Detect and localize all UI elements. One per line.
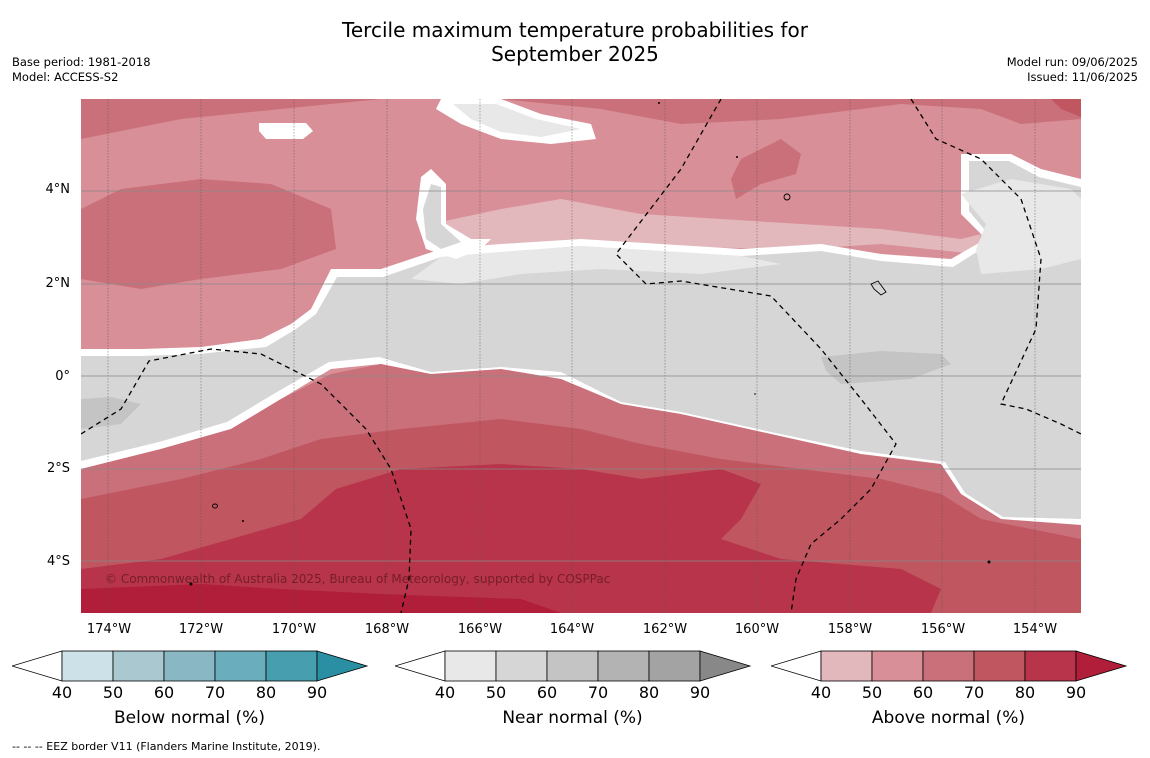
- cbar-above-tick-90: 90: [1065, 683, 1087, 702]
- lon-label-174w: 174°W: [86, 622, 132, 637]
- island-dots: [189, 102, 991, 586]
- region-above-70-ne: [1051, 99, 1081, 117]
- cbar-below-arrow-high: [316, 650, 369, 682]
- cbar-above-tick-40: 40: [810, 683, 832, 702]
- lon-label-170w: 170°W: [271, 622, 317, 637]
- base-period: Base period: 1981-2018: [12, 55, 151, 69]
- colorbar-above-normal: [769, 650, 1131, 686]
- cbar-near-tick-80: 80: [638, 683, 660, 702]
- map-canvas: [81, 99, 1081, 613]
- region-above-60-west: [81, 179, 336, 289]
- cbar-near-tick-60: 60: [536, 683, 558, 702]
- lon-label-160w: 160°W: [734, 622, 780, 637]
- lat-label-4n: 4°N: [45, 182, 71, 197]
- lon-label-162w: 162°W: [642, 622, 688, 637]
- eez-borders: [81, 99, 1081, 613]
- region-near-north-patch: [423, 184, 461, 249]
- cbar-near-swatch-2: [495, 650, 548, 682]
- cbar-below-tick-70: 70: [204, 683, 226, 702]
- meta-right: Model run: 09/06/2025 Issued: 11/06/2025: [1007, 55, 1138, 85]
- cbar-near-arrow-high: [699, 650, 752, 682]
- colorbar-below-normal: [10, 650, 372, 686]
- cbar-below-tick-40: 40: [51, 683, 73, 702]
- cbar-above-arrow-low: [769, 650, 822, 682]
- cbar-below-swatch-1: [61, 650, 114, 682]
- probability-map: © Commonwealth of Australia 2025, Bureau…: [81, 99, 1081, 613]
- cbar-below-title: Below normal (%): [114, 708, 265, 728]
- cbar-near-swatch-3: [546, 650, 599, 682]
- cbar-below-tick-90: 90: [306, 683, 328, 702]
- region-near-50: [81, 161, 1081, 519]
- cbar-near-tick-70: 70: [587, 683, 609, 702]
- eez-footnote: -- -- -- EEZ border V11 (Flanders Marine…: [12, 740, 321, 753]
- model-run: Model run: 09/06/2025: [1006, 55, 1138, 69]
- cbar-below-swatch-3: [163, 650, 216, 682]
- lon-label-158w: 158°W: [827, 622, 873, 637]
- lat-label-0: 0°: [55, 369, 70, 384]
- cbar-above-swatch-5: [1024, 650, 1077, 682]
- cbar-above-title: Above normal (%): [871, 708, 1026, 728]
- region-above-80-south: [81, 464, 941, 613]
- cbar-near-tick-50: 50: [485, 683, 507, 702]
- lat-label-4s: 4°S: [46, 554, 70, 569]
- region-near-40-east: [961, 179, 1081, 274]
- cbar-above-swatch-3: [922, 650, 975, 682]
- cbar-above-tick-80: 80: [1014, 683, 1036, 702]
- islands: [212, 193, 887, 509]
- cbar-below-tick-80: 80: [255, 683, 277, 702]
- cbar-near-swatch-5: [648, 650, 701, 682]
- lat-label-2s: 2°S: [46, 461, 70, 476]
- cbar-near-arrow-low: [393, 650, 446, 682]
- title-line-1: Tercile maximum temperature probabilitie…: [342, 18, 808, 42]
- cbar-below-swatch-4: [214, 650, 267, 682]
- cbar-near-swatch-1: [444, 650, 497, 682]
- cbar-near-title: Near normal (%): [502, 708, 643, 728]
- lat-label-2n: 2°N: [45, 276, 71, 291]
- issued-date: Issued: 11/06/2025: [1027, 70, 1138, 84]
- region-above-60-north: [81, 99, 1081, 139]
- cbar-near-tick-90: 90: [689, 683, 711, 702]
- meta-left: Base period: 1981-2018 Model: ACCESS-S2: [12, 55, 151, 85]
- cbar-below-swatch-5: [265, 650, 318, 682]
- lon-label-168w: 168°W: [364, 622, 410, 637]
- lon-label-164w: 164°W: [549, 622, 595, 637]
- map-title: Tercile maximum temperature probabilitie…: [0, 18, 1150, 66]
- colorbar-below-normal-swatches: [10, 650, 369, 682]
- cbar-above-arrow-high: [1075, 650, 1128, 682]
- region-near-60-west: [81, 397, 141, 429]
- cbar-above-swatch-4: [973, 650, 1026, 682]
- region-near-top-patch: [453, 104, 581, 137]
- region-near-40-north: [411, 246, 781, 284]
- model-name: Model: ACCESS-S2: [12, 70, 119, 84]
- cbar-below-swatch-2: [112, 650, 165, 682]
- latitude-lines: [81, 190, 1081, 562]
- lon-label-156w: 156°W: [920, 622, 966, 637]
- cbar-near-swatch-4: [597, 650, 650, 682]
- cbar-above-swatch-2: [871, 650, 924, 682]
- cbar-below-tick-60: 60: [153, 683, 175, 702]
- cbar-near-tick-40: 40: [434, 683, 456, 702]
- cbar-below-tick-50: 50: [102, 683, 124, 702]
- title-line-2: September 2025: [491, 42, 659, 66]
- copyright-text: © Commonwealth of Australia 2025, Bureau…: [105, 572, 611, 586]
- lon-label-154w: 154°W: [1012, 622, 1058, 637]
- colorbar-above-normal-swatches: [769, 650, 1128, 682]
- colorbar-near-normal: [393, 650, 755, 686]
- lon-label-166w: 166°W: [457, 622, 503, 637]
- lon-label-172w: 172°W: [178, 622, 224, 637]
- cbar-above-tick-50: 50: [861, 683, 883, 702]
- cbar-below-arrow-low: [10, 650, 63, 682]
- near-normal-small-patch: [259, 123, 313, 139]
- cbar-above-tick-70: 70: [963, 683, 985, 702]
- colorbar-near-normal-swatches: [393, 650, 752, 682]
- region-above-60-center: [731, 139, 801, 199]
- cbar-above-swatch-1: [820, 650, 873, 682]
- cbar-above-tick-60: 60: [912, 683, 934, 702]
